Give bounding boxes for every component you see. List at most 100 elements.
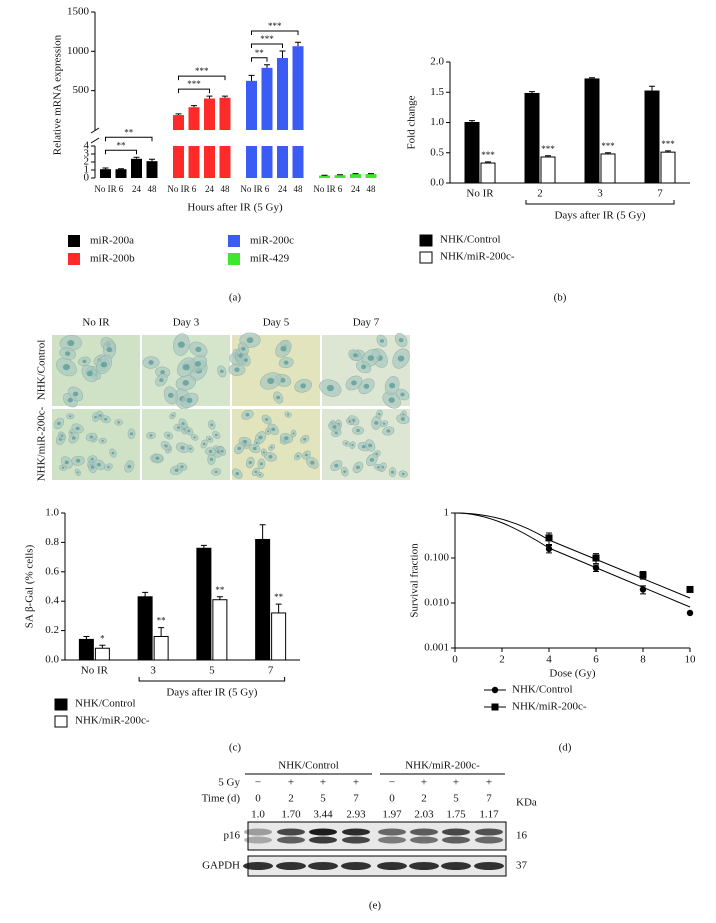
- quantification-label: 1.0: [251, 809, 265, 821]
- nucleus: [356, 428, 360, 433]
- x-tick-label: 6: [593, 654, 599, 666]
- x-axis-label: Dose (Gy): [549, 668, 595, 680]
- quantification-label: 3.44: [313, 809, 333, 821]
- time-label: 0: [389, 793, 395, 805]
- bar: [464, 122, 480, 184]
- band: [277, 836, 305, 844]
- nucleus: [111, 451, 115, 455]
- x-tick-label: No IR: [167, 184, 189, 194]
- nucleus: [280, 346, 287, 352]
- y-tick-label: 3: [84, 148, 90, 160]
- nucleus: [167, 434, 171, 437]
- blot-membrane: [247, 821, 507, 851]
- error-bar: [149, 158, 155, 162]
- time-label: 5: [453, 793, 459, 805]
- nucleus: [127, 464, 132, 469]
- legend-label: NHK/miR-200c-: [440, 251, 515, 263]
- nucleus: [164, 444, 168, 448]
- nucleus: [149, 434, 153, 437]
- quantification-label: 1.17: [479, 809, 499, 821]
- micrograph: [319, 333, 410, 409]
- nucleus: [246, 337, 254, 344]
- nucleus: [258, 435, 263, 440]
- band: [410, 836, 438, 844]
- y-tick-label: 1.0: [45, 507, 59, 519]
- nucleus: [369, 457, 375, 462]
- bar-lower-part: [246, 146, 257, 178]
- error-bar: [589, 77, 595, 79]
- x-tick-label: 8: [640, 654, 646, 666]
- bar: [146, 161, 158, 178]
- y-tick-label: 1000: [67, 45, 90, 57]
- marker: [686, 585, 694, 593]
- nucleus: [71, 436, 76, 440]
- nucleus: [177, 341, 185, 348]
- nucleus: [96, 462, 101, 467]
- nucleus: [180, 445, 185, 450]
- nucleus: [181, 422, 185, 426]
- error-bar: [275, 603, 282, 613]
- nucleus: [271, 427, 276, 432]
- nucleus: [104, 417, 108, 421]
- x-tick-label: 24: [351, 184, 361, 194]
- significance-bracket: [251, 43, 283, 48]
- nucleus: [382, 422, 386, 425]
- legend-label: NHK/Control: [512, 684, 573, 696]
- nucleus: [258, 473, 262, 476]
- band: [308, 862, 338, 870]
- x-tick-label: 24: [205, 184, 215, 194]
- y-tick-label: 0.4: [45, 595, 59, 607]
- nucleus: [326, 384, 334, 392]
- x-tick-label: 24: [132, 184, 142, 194]
- nucleus: [255, 441, 259, 445]
- nucleus: [61, 466, 65, 469]
- nucleus: [64, 460, 69, 465]
- x-tick-label: 48: [294, 184, 304, 194]
- kda-label: 16: [516, 830, 528, 842]
- bar-lower-part: [204, 146, 215, 178]
- error-bar: [469, 120, 475, 123]
- nucleus: [264, 417, 269, 422]
- x-tick-label: 6: [338, 184, 343, 194]
- nucleus: [243, 439, 248, 444]
- x-tick-label: 7: [268, 665, 274, 677]
- y-tick-label: 0.010: [424, 597, 449, 609]
- bar: [173, 115, 184, 130]
- band: [409, 862, 439, 870]
- y-axis-label: Survival fraction: [409, 543, 421, 618]
- nucleus: [377, 412, 381, 416]
- x-axis-label: Days after IR (5 Gy): [166, 687, 257, 699]
- bar: [334, 175, 346, 178]
- significance-label: ***: [187, 79, 201, 89]
- error-bar: [102, 167, 109, 170]
- nucleus: [208, 438, 211, 441]
- nucleus: [400, 392, 405, 397]
- nucleus: [376, 466, 380, 469]
- nucleus: [98, 414, 102, 417]
- nucleus: [90, 457, 94, 461]
- nucleus: [82, 359, 87, 364]
- nucleus: [129, 432, 134, 436]
- bar: [153, 635, 169, 661]
- nucleus: [214, 470, 218, 474]
- nucleus: [194, 361, 202, 367]
- x-tick-label: 24: [278, 184, 288, 194]
- legend-marker: [491, 703, 499, 711]
- nucleus: [60, 434, 64, 437]
- significance-label: *: [100, 633, 105, 643]
- nucleus: [397, 355, 405, 362]
- marker: [545, 545, 553, 553]
- micrograph: [232, 409, 320, 480]
- quantification-label: 1.70: [281, 809, 301, 821]
- nucleus: [75, 426, 80, 431]
- nucleus: [234, 367, 240, 373]
- nucleus: [148, 360, 154, 365]
- micrograph: [52, 409, 140, 480]
- nucleus: [262, 451, 266, 454]
- nucleus: [386, 429, 391, 433]
- nucleus: [351, 444, 354, 447]
- y-axis-label: Relative mRNA expression: [52, 34, 64, 155]
- blot-group-label: NHK/miR-200c-: [405, 760, 480, 772]
- legend-label: miR-429: [250, 253, 290, 265]
- x-tick-label: 5: [209, 665, 215, 677]
